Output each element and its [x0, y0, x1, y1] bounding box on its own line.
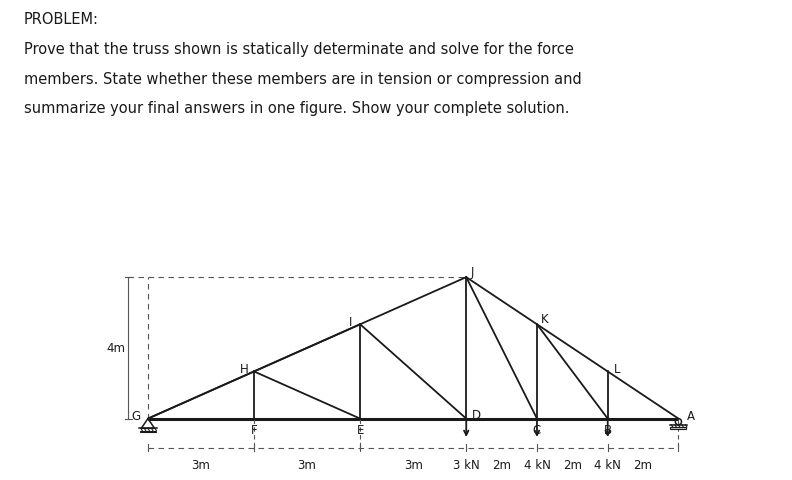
Text: L: L: [615, 362, 621, 375]
Text: 3m: 3m: [298, 457, 317, 470]
Text: 3m: 3m: [192, 457, 211, 470]
Text: 3 kN: 3 kN: [453, 457, 480, 470]
Text: I: I: [348, 315, 352, 328]
Text: summarize your final answers in one figure. Show your complete solution.: summarize your final answers in one figu…: [24, 101, 569, 116]
Text: H: H: [240, 362, 249, 375]
Text: Prove that the truss shown is statically determinate and solve for the force: Prove that the truss shown is statically…: [24, 42, 573, 57]
Text: 4 kN: 4 kN: [594, 457, 621, 470]
Text: PROBLEM:: PROBLEM:: [24, 12, 99, 27]
Text: 2m: 2m: [492, 457, 511, 470]
Text: E: E: [356, 423, 364, 436]
Text: G: G: [131, 409, 140, 422]
Text: A: A: [687, 409, 695, 422]
Text: F: F: [251, 423, 257, 436]
Text: 4 kN: 4 kN: [524, 457, 550, 470]
Text: 3m: 3m: [404, 457, 423, 470]
Polygon shape: [671, 427, 687, 429]
Text: J: J: [471, 266, 474, 279]
Text: C: C: [533, 423, 541, 436]
Text: D: D: [471, 408, 481, 421]
Text: B: B: [604, 423, 611, 436]
Text: 4m: 4m: [107, 342, 126, 355]
Text: members. State whether these members are in tension or compression and: members. State whether these members are…: [24, 72, 581, 86]
Text: K: K: [541, 313, 549, 326]
Text: 2m: 2m: [563, 457, 582, 470]
Polygon shape: [140, 431, 156, 432]
Text: 2m: 2m: [634, 457, 653, 470]
